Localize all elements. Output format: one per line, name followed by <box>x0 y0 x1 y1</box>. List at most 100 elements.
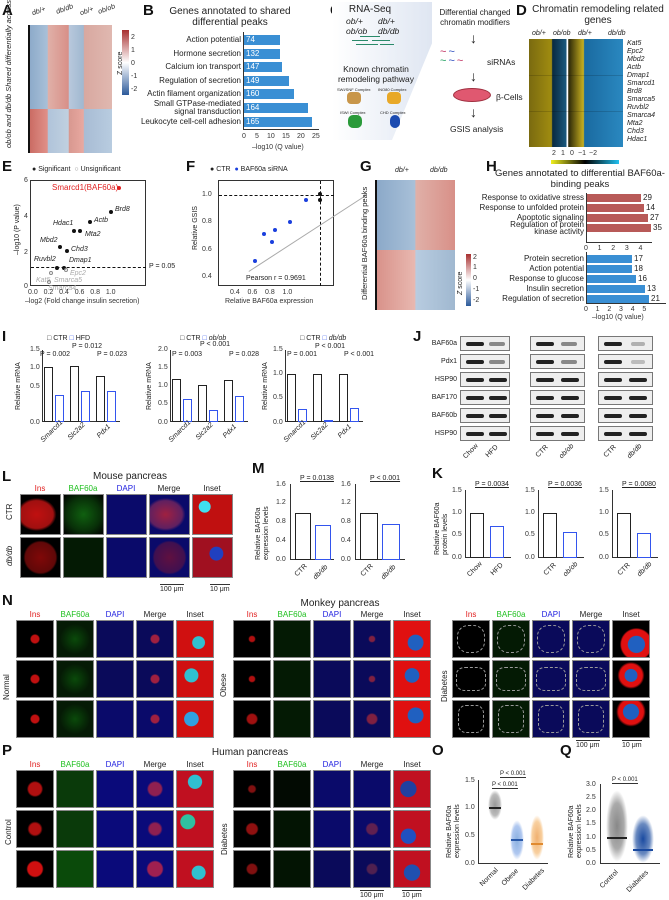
group-label: db/db <box>430 167 448 174</box>
p-value: P < 0.001 <box>612 777 638 784</box>
group-label: CTR <box>293 562 309 579</box>
p-value: P < 0.001 <box>344 351 375 358</box>
row-label-dbdb: db/db <box>5 545 14 566</box>
panel-k-ylabel: Relative BAF60a protein levels <box>434 502 449 555</box>
panel-label-q: Q <box>560 742 572 759</box>
group-label: CTR <box>542 561 558 578</box>
row-label-obese: Obese <box>219 673 228 697</box>
bar-dbdb <box>315 525 331 560</box>
row-label-ctr: CTR <box>5 503 14 520</box>
gene-label: Smarcd1 <box>167 419 193 444</box>
gene-label: Slc2a2 <box>66 421 87 442</box>
panel-k3-axis <box>612 490 658 558</box>
pearson-annotation: Pearson r = 0.9691 <box>246 275 306 282</box>
panel-i-ylabel: Relative mRNA <box>15 362 22 410</box>
panel-i-ylabel: Relative mRNA <box>146 362 153 410</box>
panel-h-axis-top <box>586 193 652 243</box>
p-value: P < 0.001 <box>200 341 231 348</box>
swi-snf-complex-icon <box>347 92 361 104</box>
panel-e-ylabel: –log10 (P value) <box>14 204 21 255</box>
panel-c-known: Known chromatin remodeling pathway <box>337 64 415 84</box>
heatmap-a <box>28 25 112 153</box>
group-label: HFD <box>489 561 505 578</box>
colorbar-g-title: Z score <box>457 271 464 295</box>
p-value: P = 0.0138 <box>300 475 334 482</box>
panel-h-axis-bottom <box>586 252 666 304</box>
panel-h-xlabel: –log10 (Q value) <box>592 314 644 321</box>
chd-complex-icon <box>390 115 400 128</box>
gene-label: Pdx1 <box>95 423 113 440</box>
group-label: db/+ <box>378 16 395 26</box>
flow-step-sirnas: siRNAs <box>487 57 516 67</box>
scale-bar-100um: 100 μm <box>160 584 184 593</box>
panel-n-title: Monkey pancreas <box>300 598 380 609</box>
panel-q-ylabel: Relative BAF60a expression levels <box>568 804 583 858</box>
group-label: db/db <box>55 3 75 16</box>
reference-line <box>320 181 321 286</box>
group-label: ob/ob <box>346 26 368 36</box>
bar-ctr <box>295 513 311 560</box>
panel-f-xlabel: Relative BAF60a expression <box>225 298 314 305</box>
scale-bar-10um: 10 μm <box>402 890 422 899</box>
row-label-diabetes: Diabetes <box>440 670 449 702</box>
panel-label-f: F <box>186 158 196 175</box>
group-label: Control <box>598 869 620 890</box>
p-value: P < 0.001 <box>492 782 518 789</box>
p-value: P = 0.0036 <box>548 481 582 488</box>
p-value: P = 0.0080 <box>622 481 656 488</box>
panel-i-ylabel: Relative mRNA <box>262 362 269 410</box>
panel-f-axis <box>218 180 334 286</box>
panel-l-title: Mouse pancreas <box>93 471 167 482</box>
p-value: P = 0.0034 <box>475 481 509 488</box>
reads-icon <box>352 36 402 50</box>
bar-dbdb <box>382 524 400 560</box>
colorbar-d <box>551 160 619 164</box>
arrow-down-icon: ↓ <box>470 68 477 84</box>
bar-hfd <box>490 526 504 558</box>
panel-h-title: Genes annotated to differential BAF60a-b… <box>495 168 665 190</box>
ino80-complex-icon <box>387 92 401 104</box>
threshold-label: P = 0.05 <box>149 263 176 270</box>
gene-label: Slc2a2 <box>194 421 215 442</box>
panel-o-ylabel: Relative BAF60a expression levels <box>446 804 461 858</box>
complex-label: SWI/SNF Complex <box>337 87 371 92</box>
panel-label-e: E <box>2 158 13 175</box>
colorbar-g <box>466 254 471 306</box>
panel-h-top-ticks: 0 1 2 3 4 <box>584 245 643 252</box>
p-value: P < 0.001 <box>370 475 401 482</box>
bar-ctr <box>617 513 631 558</box>
panel-q-axis <box>600 784 660 864</box>
group-label: ob/+ <box>79 5 95 18</box>
gene-label: Pdx1 <box>221 423 239 440</box>
panel-p-title: Human pancreas <box>211 747 289 758</box>
p-value: P = 0.023 <box>97 351 128 358</box>
panel-b-xlabel: –log10 (Q value) <box>252 144 304 151</box>
panel-label-p: P <box>2 742 13 759</box>
panel-k2-axis <box>538 490 584 558</box>
p-value: P = 0.012 <box>72 343 103 350</box>
gene-label: Slc2a2 <box>309 421 330 442</box>
complex-label: ISWI Complex <box>340 110 366 115</box>
p-value: P < 0.001 <box>500 771 526 778</box>
bar-ctr <box>543 513 557 558</box>
gene-label: Smarcd1 <box>282 419 308 444</box>
panel-f-legend: ● CTR ● BAF60a siRNA <box>210 166 288 173</box>
p-value: P = 0.028 <box>229 351 260 358</box>
panel-a-ylabel: ob/ob and db/db Shared differentially ac… <box>4 0 13 148</box>
panel-label-l: L <box>2 468 12 485</box>
group-label: CTR <box>616 561 632 578</box>
group-label: db/db <box>378 26 400 36</box>
panel-e-axis <box>30 180 146 286</box>
complex-label: CHD Complex <box>380 110 406 115</box>
scale-bar-100um: 100 μm <box>360 890 384 899</box>
panel-o-axis <box>478 780 548 864</box>
panel-label-b: B <box>143 2 154 19</box>
panel-c-rnaseq: RNA-Seq <box>348 4 392 15</box>
petri-dish-icon <box>453 88 491 102</box>
panel-label-i: I <box>2 328 7 345</box>
flow-step-gsis: GSIS analysis <box>450 124 504 134</box>
reference-line <box>219 195 334 196</box>
bar-ctr <box>360 513 378 560</box>
scale-bar-10um: 10 μm <box>622 740 642 749</box>
group-label: Diabetes <box>521 867 547 892</box>
